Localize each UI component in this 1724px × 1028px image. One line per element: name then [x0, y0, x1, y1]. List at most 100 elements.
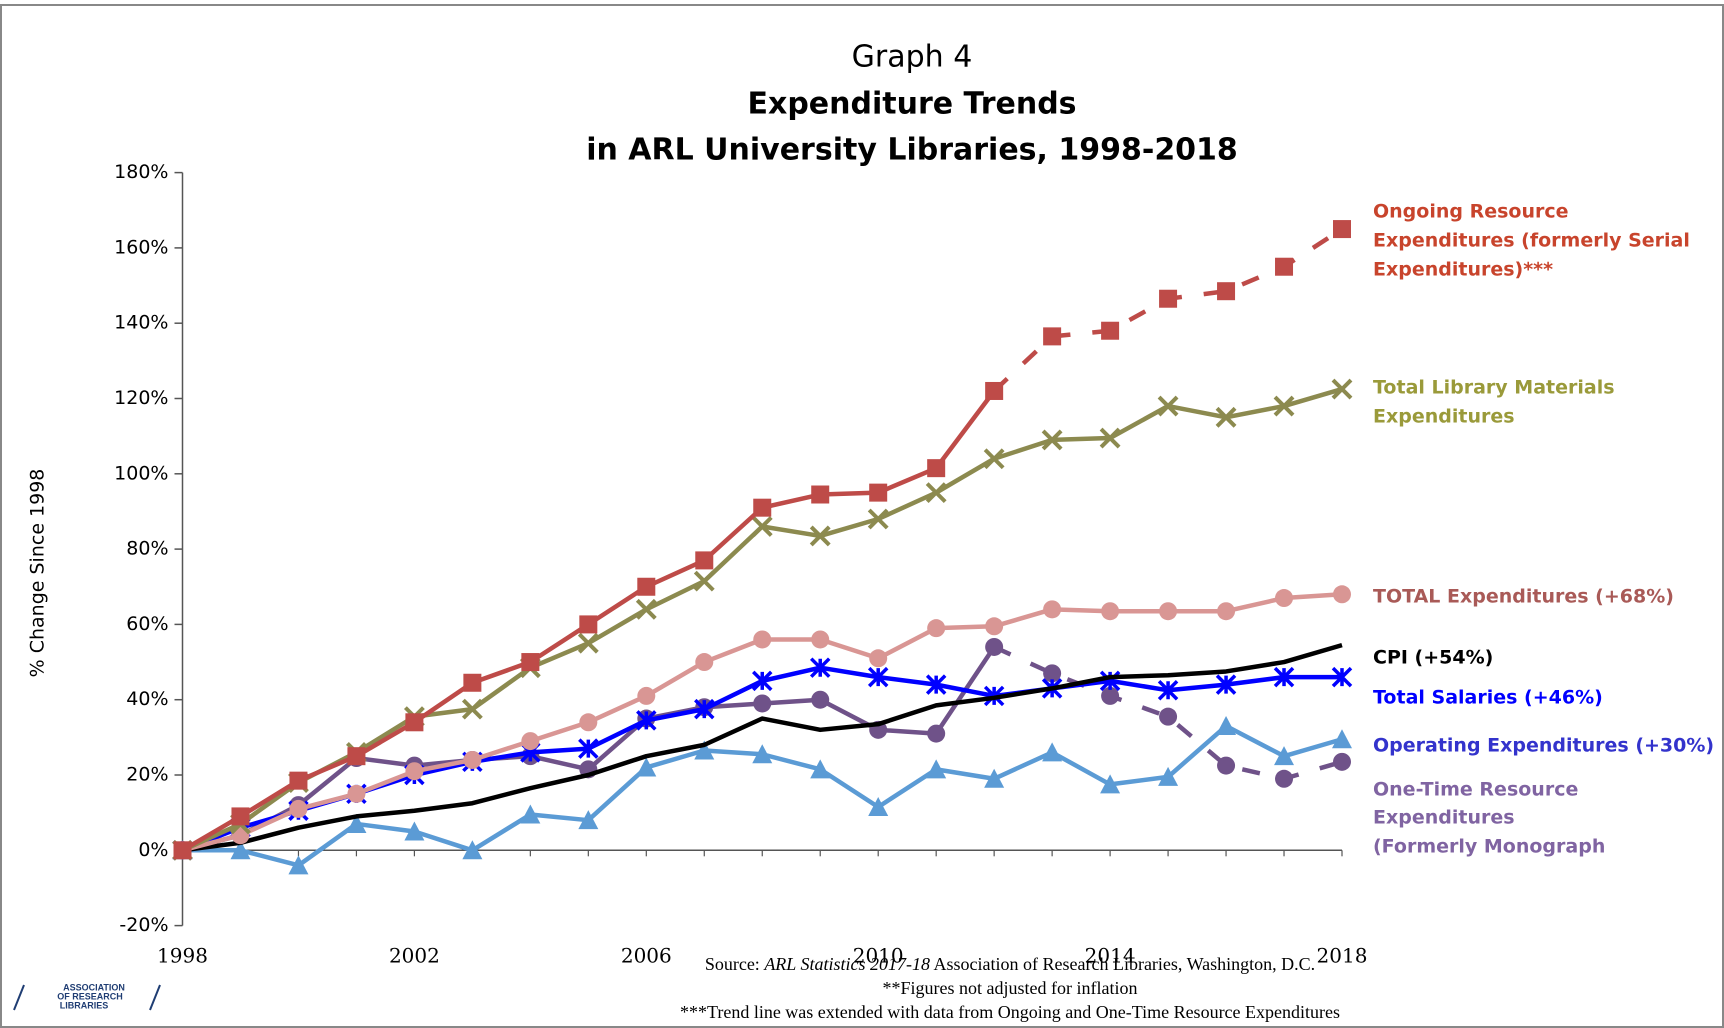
marker [1215, 406, 1237, 428]
marker [1275, 257, 1294, 276]
logo-slash [149, 984, 161, 1011]
marker [1217, 756, 1236, 775]
marker [693, 570, 715, 592]
marker [288, 855, 309, 875]
marker [1273, 395, 1295, 417]
marker [983, 448, 1005, 470]
marker [405, 713, 424, 732]
marker [1332, 729, 1352, 749]
marker [867, 508, 889, 530]
marker [752, 744, 773, 764]
marker [1274, 746, 1295, 766]
series [172, 716, 1352, 875]
y-tick-label: 0% [138, 839, 168, 861]
source-part: ARL Statistics 2017-18 [763, 954, 930, 974]
logo: ASSOCIATION OF RESEARCH LIBRARIES [13, 982, 161, 1011]
chart-title: Expenditure Trends [747, 87, 1076, 122]
marker [809, 525, 831, 547]
marker [1333, 220, 1351, 239]
source-part: Source: [705, 954, 764, 974]
marker [635, 598, 657, 620]
series-line [992, 227, 1344, 393]
marker [927, 724, 946, 743]
marker [231, 807, 250, 826]
y-tick-label: 140% [114, 312, 168, 334]
marker [984, 768, 1005, 788]
series [182, 642, 1343, 853]
x-tick-label: 2010 [853, 944, 904, 968]
series-label: One-Time Resource [1373, 779, 1578, 801]
x-tick-label: 2002 [389, 944, 440, 968]
y-tick-label: 60% [126, 613, 168, 635]
marker [1216, 716, 1237, 736]
series [173, 220, 1351, 860]
series-label: Expenditures (formerly Serial [1373, 230, 1690, 252]
marker [636, 710, 657, 731]
series-label: CPI (+54%) [1373, 647, 1493, 669]
marker [579, 615, 598, 634]
marker [867, 666, 889, 688]
marker [521, 732, 540, 751]
marker [1331, 378, 1353, 400]
marker [289, 799, 308, 818]
series-line [182, 642, 1343, 853]
chart-title: Graph 4 [852, 40, 973, 75]
x-tick-label: 2014 [1085, 944, 1136, 968]
x-tick-label: 2006 [621, 944, 672, 968]
marker [985, 637, 1004, 656]
marker [1331, 666, 1353, 688]
y-tick-label: 100% [114, 462, 168, 484]
marker [404, 821, 425, 841]
marker [346, 813, 367, 833]
marker [1043, 327, 1062, 346]
marker [577, 632, 599, 654]
marker [463, 673, 482, 692]
marker [811, 485, 830, 504]
y-tick-label: -20% [119, 914, 168, 936]
marker [1099, 427, 1121, 449]
marker [578, 810, 599, 830]
marker [811, 630, 830, 649]
marker [927, 619, 946, 638]
marker [753, 630, 772, 649]
note: **Figures not adjusted for inflation [883, 978, 1138, 998]
marker [868, 797, 889, 817]
marker [869, 483, 888, 502]
marker [579, 713, 598, 732]
marker [925, 674, 947, 695]
marker [637, 577, 656, 596]
y-tick-label: 120% [114, 387, 168, 409]
marker [1275, 589, 1294, 608]
marker [869, 649, 888, 668]
marker [1101, 321, 1120, 340]
y-tick-label: 80% [126, 538, 168, 560]
source: Source: ARL Statistics 2017-18 Associati… [705, 954, 1315, 974]
marker [985, 381, 1004, 400]
marker [1041, 429, 1063, 451]
series-label: Total Salaries (+46%) [1373, 687, 1603, 709]
marker [753, 694, 772, 713]
note: ***Trend line was extended with data fro… [680, 1002, 1340, 1022]
marker [926, 759, 947, 779]
series-label: Ongoing Resource [1373, 201, 1569, 223]
marker [1043, 664, 1062, 683]
marker [927, 459, 946, 478]
marker [520, 804, 541, 824]
logo-text: OF RESEARCH [57, 991, 123, 1001]
marker [1159, 707, 1178, 726]
marker [809, 657, 831, 678]
y-axis-label: % Change Since 1998 [27, 469, 49, 678]
marker [811, 690, 830, 709]
logo-text: ASSOCIATION [63, 982, 125, 992]
marker [173, 841, 192, 860]
series-label: Total Library Materials [1373, 377, 1615, 399]
logo-slash [13, 984, 25, 1011]
marker [578, 738, 599, 759]
marker [347, 747, 366, 766]
marker [637, 686, 656, 705]
series-label: (Formerly Monograph [1373, 836, 1605, 858]
marker [752, 670, 773, 692]
x-tick-label: 1998 [157, 944, 208, 968]
y-tick-label: 40% [126, 688, 168, 710]
marker [461, 698, 483, 720]
